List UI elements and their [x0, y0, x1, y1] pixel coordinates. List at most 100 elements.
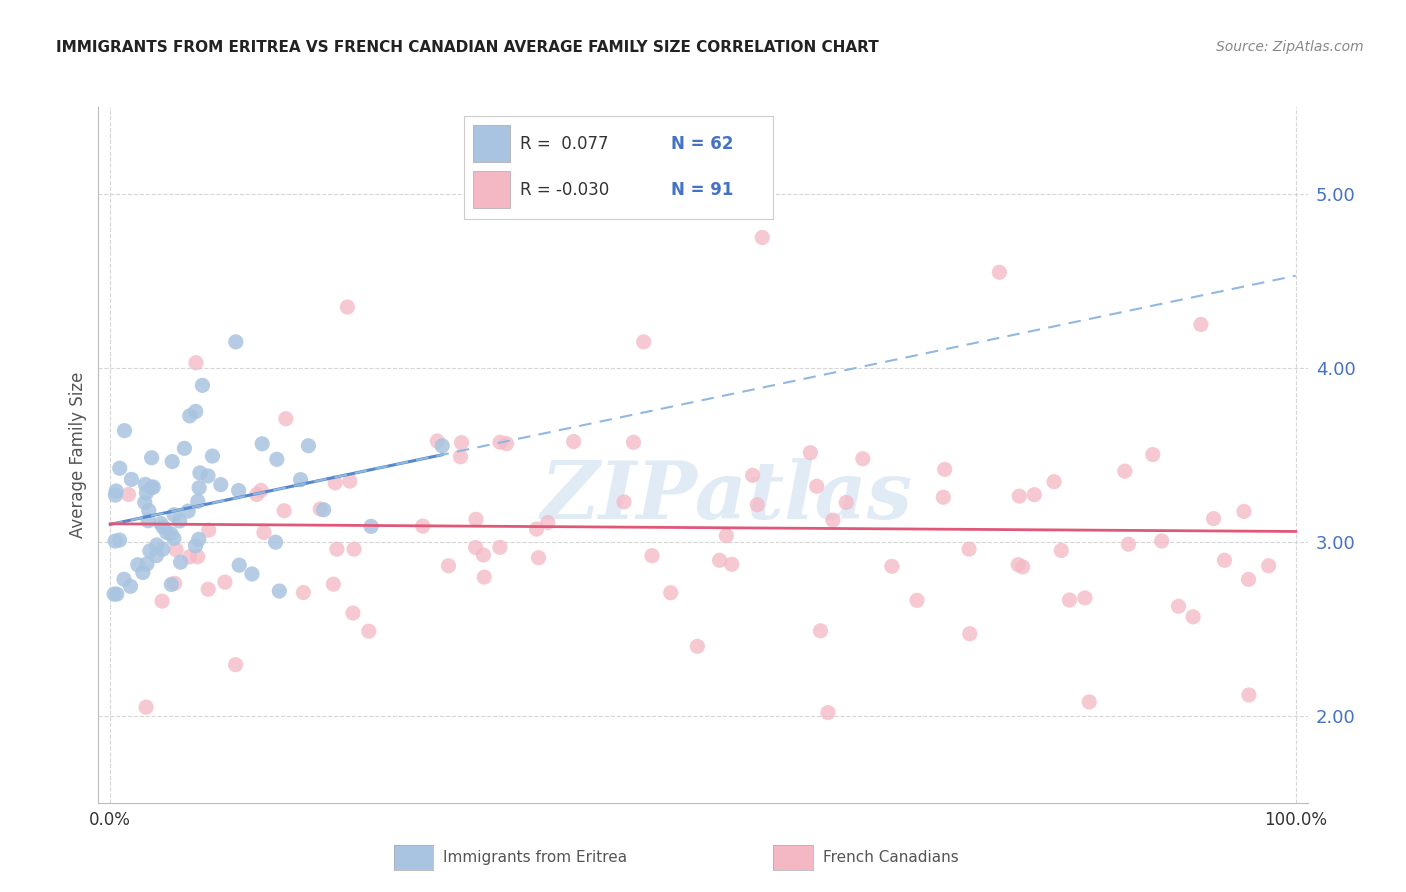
- Point: [108, 461, 131, 475]
- Point: [1213, 553, 1236, 567]
- Point: [1237, 688, 1260, 702]
- Point: [187, 494, 209, 508]
- Point: [108, 533, 131, 547]
- Point: [821, 513, 844, 527]
- Point: [1059, 593, 1081, 607]
- Point: [932, 490, 955, 504]
- Point: [169, 555, 191, 569]
- Point: [120, 472, 142, 486]
- Point: [184, 356, 207, 370]
- Point: [163, 508, 186, 522]
- Point: [246, 487, 269, 501]
- Point: [880, 559, 903, 574]
- Point: [489, 435, 512, 450]
- Point: [184, 404, 207, 418]
- Point: [163, 532, 186, 546]
- Point: [339, 474, 361, 488]
- Point: [562, 434, 585, 449]
- Point: [1078, 695, 1101, 709]
- Point: [163, 576, 186, 591]
- Point: [191, 378, 214, 392]
- Point: [905, 593, 928, 607]
- Text: N = 91: N = 91: [671, 181, 734, 199]
- FancyBboxPatch shape: [474, 171, 510, 208]
- Point: [253, 525, 276, 540]
- Point: [1202, 511, 1225, 525]
- Point: [623, 435, 645, 450]
- Point: [136, 514, 159, 528]
- Point: [112, 572, 135, 586]
- Point: [716, 529, 738, 543]
- Text: French Canadians: French Canadians: [823, 850, 959, 864]
- Point: [432, 439, 454, 453]
- Point: [141, 450, 163, 465]
- Point: [138, 503, 160, 517]
- Point: [934, 462, 956, 476]
- Point: [1182, 610, 1205, 624]
- Point: [169, 514, 191, 528]
- Point: [139, 544, 162, 558]
- Point: [957, 542, 980, 557]
- Point: [177, 504, 200, 518]
- Point: [1257, 558, 1279, 573]
- Point: [134, 495, 156, 509]
- Point: [526, 522, 548, 536]
- Point: [1114, 464, 1136, 478]
- Point: [273, 504, 295, 518]
- Point: [165, 542, 187, 557]
- Point: [751, 230, 773, 244]
- Point: [450, 435, 472, 450]
- Point: [852, 451, 875, 466]
- Text: R =  0.077: R = 0.077: [520, 135, 609, 153]
- Point: [179, 409, 201, 423]
- Text: Source: ZipAtlas.com: Source: ZipAtlas.com: [1216, 40, 1364, 54]
- Point: [132, 566, 155, 580]
- Point: [1189, 318, 1212, 332]
- Point: [135, 485, 157, 500]
- Point: [209, 477, 232, 491]
- Point: [105, 587, 128, 601]
- Point: [201, 449, 224, 463]
- Point: [527, 550, 550, 565]
- Point: [135, 557, 157, 571]
- Text: N = 62: N = 62: [671, 135, 734, 153]
- FancyBboxPatch shape: [474, 125, 510, 162]
- Point: [225, 334, 247, 349]
- Text: R = -0.030: R = -0.030: [520, 181, 609, 199]
- Point: [489, 541, 512, 555]
- Point: [988, 265, 1011, 279]
- Point: [214, 575, 236, 590]
- Point: [720, 558, 742, 572]
- Point: [810, 624, 832, 638]
- Point: [1074, 591, 1097, 605]
- Point: [188, 466, 211, 480]
- Point: [799, 446, 821, 460]
- Point: [135, 700, 157, 714]
- Point: [835, 495, 858, 509]
- Point: [309, 502, 332, 516]
- Point: [274, 411, 297, 425]
- Point: [240, 566, 263, 581]
- Point: [228, 483, 250, 498]
- Point: [641, 549, 664, 563]
- Point: [266, 452, 288, 467]
- Text: ZIPatlas: ZIPatlas: [541, 458, 914, 535]
- Point: [1008, 489, 1031, 503]
- Point: [152, 542, 174, 557]
- Point: [412, 519, 434, 533]
- Point: [1024, 488, 1046, 502]
- Point: [290, 473, 312, 487]
- Point: [686, 640, 709, 654]
- Point: [297, 439, 319, 453]
- Text: Immigrants from Eritrea: Immigrants from Eritrea: [443, 850, 627, 864]
- Point: [160, 454, 183, 468]
- Point: [659, 586, 682, 600]
- Point: [741, 468, 763, 483]
- Point: [709, 553, 731, 567]
- Point: [1142, 448, 1164, 462]
- Point: [187, 549, 209, 564]
- Point: [264, 535, 287, 549]
- Point: [117, 487, 139, 501]
- Point: [1011, 560, 1033, 574]
- Point: [1043, 475, 1066, 489]
